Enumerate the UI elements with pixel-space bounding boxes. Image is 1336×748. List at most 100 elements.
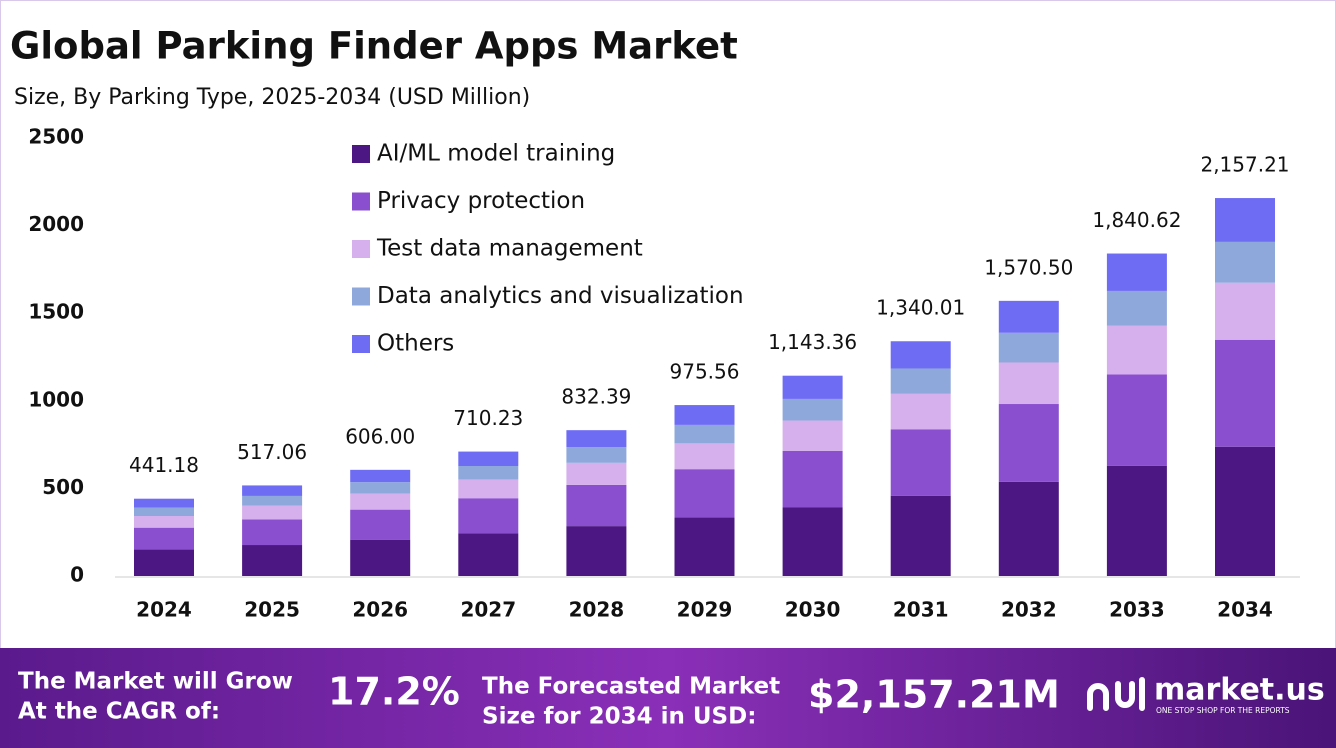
- bar-segment: [350, 493, 411, 510]
- bar-segment: [566, 430, 627, 448]
- bar-segment: [242, 519, 303, 546]
- bar-segment: [242, 505, 303, 520]
- bar-segment: [1106, 325, 1167, 375]
- bar-segment: [1106, 290, 1167, 326]
- bar-segment: [134, 527, 194, 550]
- legend-swatch: [352, 145, 370, 163]
- bar-segment: [890, 393, 951, 430]
- bar-segment: [782, 450, 843, 508]
- bar-segment: [674, 517, 735, 576]
- total-label: 2,157.21: [1200, 153, 1289, 177]
- bar-segment: [458, 451, 519, 467]
- bar-segment: [890, 495, 951, 576]
- bar-segment: [1106, 374, 1167, 466]
- total-label: 832.39: [561, 385, 631, 409]
- footer-band: [0, 648, 1336, 748]
- total-label: 1,340.01: [876, 296, 965, 320]
- bar-segment: [134, 507, 194, 517]
- bar-segment: [134, 516, 194, 528]
- y-tick-label: 500: [42, 475, 84, 499]
- y-tick-label: 2500: [28, 125, 84, 149]
- bar-segment: [998, 404, 1059, 482]
- forecast-value: $2,157.21M: [808, 673, 1060, 717]
- bar-segment: [890, 429, 951, 496]
- bar-segment: [1215, 241, 1275, 283]
- legend-label: Data analytics and visualization: [377, 283, 744, 309]
- bar-segment: [782, 507, 843, 576]
- bar-segment: [998, 300, 1059, 333]
- logo-shape: [1087, 683, 1109, 711]
- x-tick-label: 2026: [352, 598, 408, 622]
- bar-segment: [350, 469, 411, 483]
- x-tick-label: 2029: [677, 598, 733, 622]
- bar-segment: [782, 398, 843, 421]
- bar-segment: [782, 420, 843, 451]
- x-tick-label: 2033: [1109, 598, 1165, 622]
- bar-segment: [566, 484, 627, 527]
- chart-title: Global Parking Finder Apps Market: [10, 25, 738, 68]
- total-label: 1,143.36: [768, 330, 857, 354]
- bar-segment: [1215, 198, 1275, 242]
- bar-segment: [458, 479, 519, 499]
- y-tick-label: 0: [70, 563, 84, 587]
- bar-segment: [674, 405, 735, 425]
- bar-segment: [350, 509, 411, 540]
- x-tick-label: 2024: [136, 598, 192, 622]
- bar-segment: [674, 443, 735, 470]
- bar-segment: [1215, 446, 1275, 576]
- bar-segment: [998, 332, 1059, 363]
- total-label: 1,570.50: [984, 255, 1073, 279]
- y-tick-label: 2000: [28, 212, 84, 236]
- bar-segment: [674, 424, 735, 444]
- bar-segment: [566, 447, 627, 463]
- x-tick-label: 2034: [1217, 598, 1273, 622]
- brand: market.us: [1154, 673, 1325, 708]
- bar-segment: [242, 545, 303, 576]
- bar-segment: [1215, 282, 1275, 340]
- legend-swatch: [352, 335, 370, 353]
- bar-segment: [1215, 339, 1275, 447]
- total-label: 517.06: [237, 440, 307, 464]
- bar-segment: [674, 469, 735, 518]
- cagr-value: 17.2%: [328, 670, 460, 714]
- legend-label: Others: [377, 331, 454, 357]
- total-label: 1,840.62: [1092, 208, 1181, 232]
- bar-segment: [242, 485, 303, 496]
- x-tick-label: 2027: [460, 598, 516, 622]
- brand-logo: [1087, 677, 1145, 711]
- bar-segment: [350, 539, 411, 576]
- x-tick-label: 2025: [244, 598, 300, 622]
- bar-segment: [1106, 253, 1167, 291]
- bar-segment: [134, 498, 194, 508]
- tagline: ONE STOP SHOP FOR THE REPORTS: [1156, 706, 1290, 715]
- x-tick-label: 2032: [1001, 598, 1057, 622]
- cagr-text: The Market will Grow: [18, 669, 293, 695]
- bar-segment: [998, 481, 1059, 576]
- y-tick-label: 1500: [28, 300, 84, 324]
- x-tick-label: 2030: [785, 598, 841, 622]
- forecast-text: Size for 2034 in USD:: [482, 704, 756, 730]
- bar-segment: [890, 368, 951, 394]
- legend-swatch: [352, 287, 370, 306]
- legend-swatch: [352, 192, 370, 211]
- logo-shape: [1115, 681, 1135, 708]
- cagr-text: At the CAGR of:: [18, 699, 220, 725]
- legend-label: AI/ML model training: [377, 141, 615, 167]
- bar-segment: [566, 526, 627, 576]
- total-label: 606.00: [345, 424, 415, 448]
- bar-segment: [782, 375, 843, 399]
- y-tick-label: 1000: [28, 387, 84, 411]
- bar-segment: [998, 362, 1059, 405]
- legend-label: Test data management: [376, 236, 643, 262]
- bar-segment: [1106, 465, 1167, 576]
- forecast-text: The Forecasted Market: [482, 674, 780, 700]
- bar-segment: [242, 495, 303, 506]
- bar-segment: [458, 498, 519, 534]
- bar-segment: [566, 462, 627, 485]
- total-label: 710.23: [453, 406, 523, 430]
- bar-segment: [458, 533, 519, 576]
- bar-segment: [134, 549, 194, 576]
- x-tick-label: 2031: [893, 598, 949, 622]
